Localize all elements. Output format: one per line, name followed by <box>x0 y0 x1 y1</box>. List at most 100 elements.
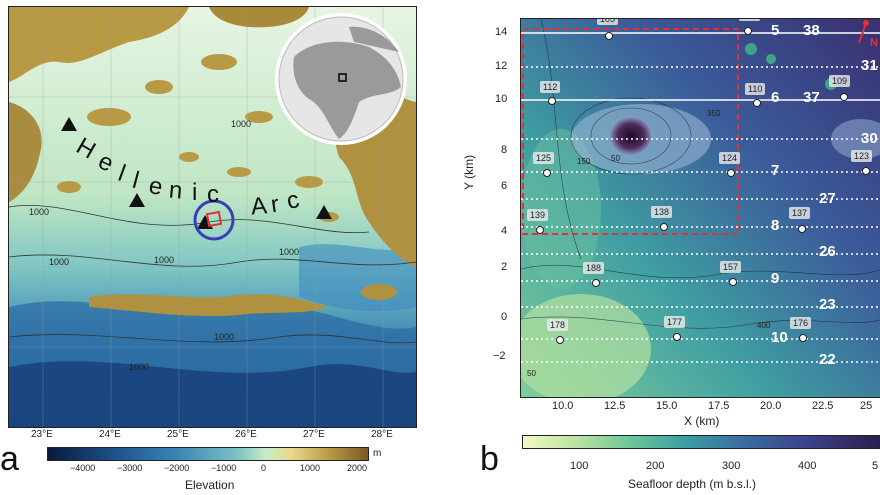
station-marker <box>840 93 848 101</box>
station-marker <box>660 223 668 231</box>
colorbar-unit: m <box>373 448 382 459</box>
station-label: 178 <box>547 319 569 331</box>
north-label: N <box>870 37 878 49</box>
x-tick-label: 12.5 <box>604 400 626 412</box>
bathymetry-map-a <box>9 7 416 427</box>
y-tick-label: 2 <box>501 261 508 273</box>
contour-label: 1000 <box>129 362 150 372</box>
station-marker <box>727 169 735 177</box>
station-label: 112 <box>540 81 561 93</box>
x-tick-label: 22.5 <box>812 400 834 412</box>
lon-tick-label: 27°E <box>303 429 325 440</box>
survey-line-number: 7 <box>771 162 780 179</box>
x-tick-label: 10.0 <box>552 400 574 412</box>
colorbar-tick: 100 <box>570 460 589 472</box>
station-label: 109 <box>829 75 851 87</box>
colorbar-tick: 1000 <box>300 463 321 473</box>
study-area-square <box>205 210 223 228</box>
colorbar-tick: 400 <box>798 460 817 472</box>
station-marker <box>605 32 613 40</box>
station-marker <box>744 27 752 35</box>
lon-tick-label: 23°E <box>31 429 53 440</box>
lon-tick-label: 26°E <box>235 429 257 440</box>
survey-line-number: 27 <box>819 190 836 207</box>
station-label: 105 <box>597 19 619 25</box>
contour-label: 1000 <box>214 332 235 342</box>
lon-tick-label: 25°E <box>167 429 189 440</box>
x-tick-label: 25 <box>860 400 873 412</box>
arc-label-letter: A <box>249 192 269 221</box>
colorbar-tick: 2000 <box>347 463 368 473</box>
x-tick-label: 15.0 <box>656 400 678 412</box>
station-label: 125 <box>533 152 555 164</box>
survey-line-number: 26 <box>819 243 836 260</box>
lon-tick-label: 28°E <box>371 429 393 440</box>
survey-line-number: 6 <box>771 89 780 106</box>
colorbar-tick: 5 <box>872 460 879 472</box>
contour-label: 350 <box>707 109 721 118</box>
y-tick-label: 14 <box>495 26 508 38</box>
arc-label-letter: c <box>207 181 219 208</box>
y-tick-label: 6 <box>501 180 508 192</box>
x-axis-label: X (km) <box>684 414 720 428</box>
survey-line-number: 5 <box>771 22 780 39</box>
globe-locator-box <box>338 73 347 82</box>
contour-label: 150 <box>577 157 591 166</box>
study-area-circle <box>193 199 235 241</box>
contour-label: 50 <box>527 369 536 378</box>
station-marker <box>548 97 556 105</box>
volcano-icon <box>316 205 332 219</box>
station-label: 137 <box>789 207 811 219</box>
colorbar-title: Elevation <box>185 478 235 492</box>
colorbar-tick: 300 <box>722 460 741 472</box>
colorbar-tick: −2000 <box>164 463 190 473</box>
contour-label: 1000 <box>279 247 300 257</box>
north-arrow-icon <box>858 22 867 44</box>
colorbar-tick: 0 <box>261 463 267 473</box>
station-label: 123 <box>851 150 873 162</box>
survey-line-number: 30 <box>861 130 878 147</box>
station-marker <box>592 279 600 287</box>
panel-a-map: 1000 1000 1000 1000 1000 1000 1000 H e l… <box>8 6 417 428</box>
contour-label: 50 <box>611 154 620 163</box>
lon-tick-label: 24°E <box>99 429 121 440</box>
y-tick-label: 8 <box>501 144 508 156</box>
y-tick-label: −2 <box>493 350 506 362</box>
station-marker <box>798 225 806 233</box>
colorbar-title: Seafloor depth (m b.s.l.) <box>628 477 757 491</box>
station-label: 157 <box>720 261 742 273</box>
contour-label: 1000 <box>231 119 252 129</box>
station-label: 104 <box>739 19 761 21</box>
y-tick-label: 10 <box>495 93 508 105</box>
y-tick-label: 4 <box>501 225 508 237</box>
bathymetry-map-b <box>521 19 880 397</box>
arc-label-letter: i <box>192 179 198 206</box>
station-label: 138 <box>651 206 673 218</box>
survey-line-number: 8 <box>771 217 780 234</box>
station-label: 110 <box>745 83 766 95</box>
contour-label: 1000 <box>29 207 50 217</box>
colorbar-tick: −3000 <box>117 463 143 473</box>
y-axis-label: Y (km) <box>462 154 476 190</box>
colorbar-tick: −4000 <box>70 463 96 473</box>
x-tick-label: 17.5 <box>708 400 730 412</box>
survey-line-number: 31 <box>861 57 878 74</box>
station-label: 139 <box>527 209 549 221</box>
station-label: 188 <box>583 262 605 274</box>
survey-line-number: 22 <box>819 351 836 368</box>
volcano-icon <box>129 193 145 207</box>
station-marker <box>543 169 551 177</box>
depth-colorbar <box>522 435 880 449</box>
survey-line-number: 9 <box>771 270 780 287</box>
station-marker <box>673 333 681 341</box>
survey-line-number: 23 <box>819 296 836 313</box>
contour-label: 1000 <box>154 255 175 265</box>
station-label: 177 <box>664 316 686 328</box>
x-tick-label: 20.0 <box>760 400 782 412</box>
station-marker <box>556 336 564 344</box>
seamount-caldera <box>609 116 653 156</box>
contour-label: 400 <box>757 321 771 330</box>
panel-letter-b: b <box>480 440 499 478</box>
survey-line-number: 38 <box>803 22 820 39</box>
station-label: 124 <box>719 152 741 164</box>
